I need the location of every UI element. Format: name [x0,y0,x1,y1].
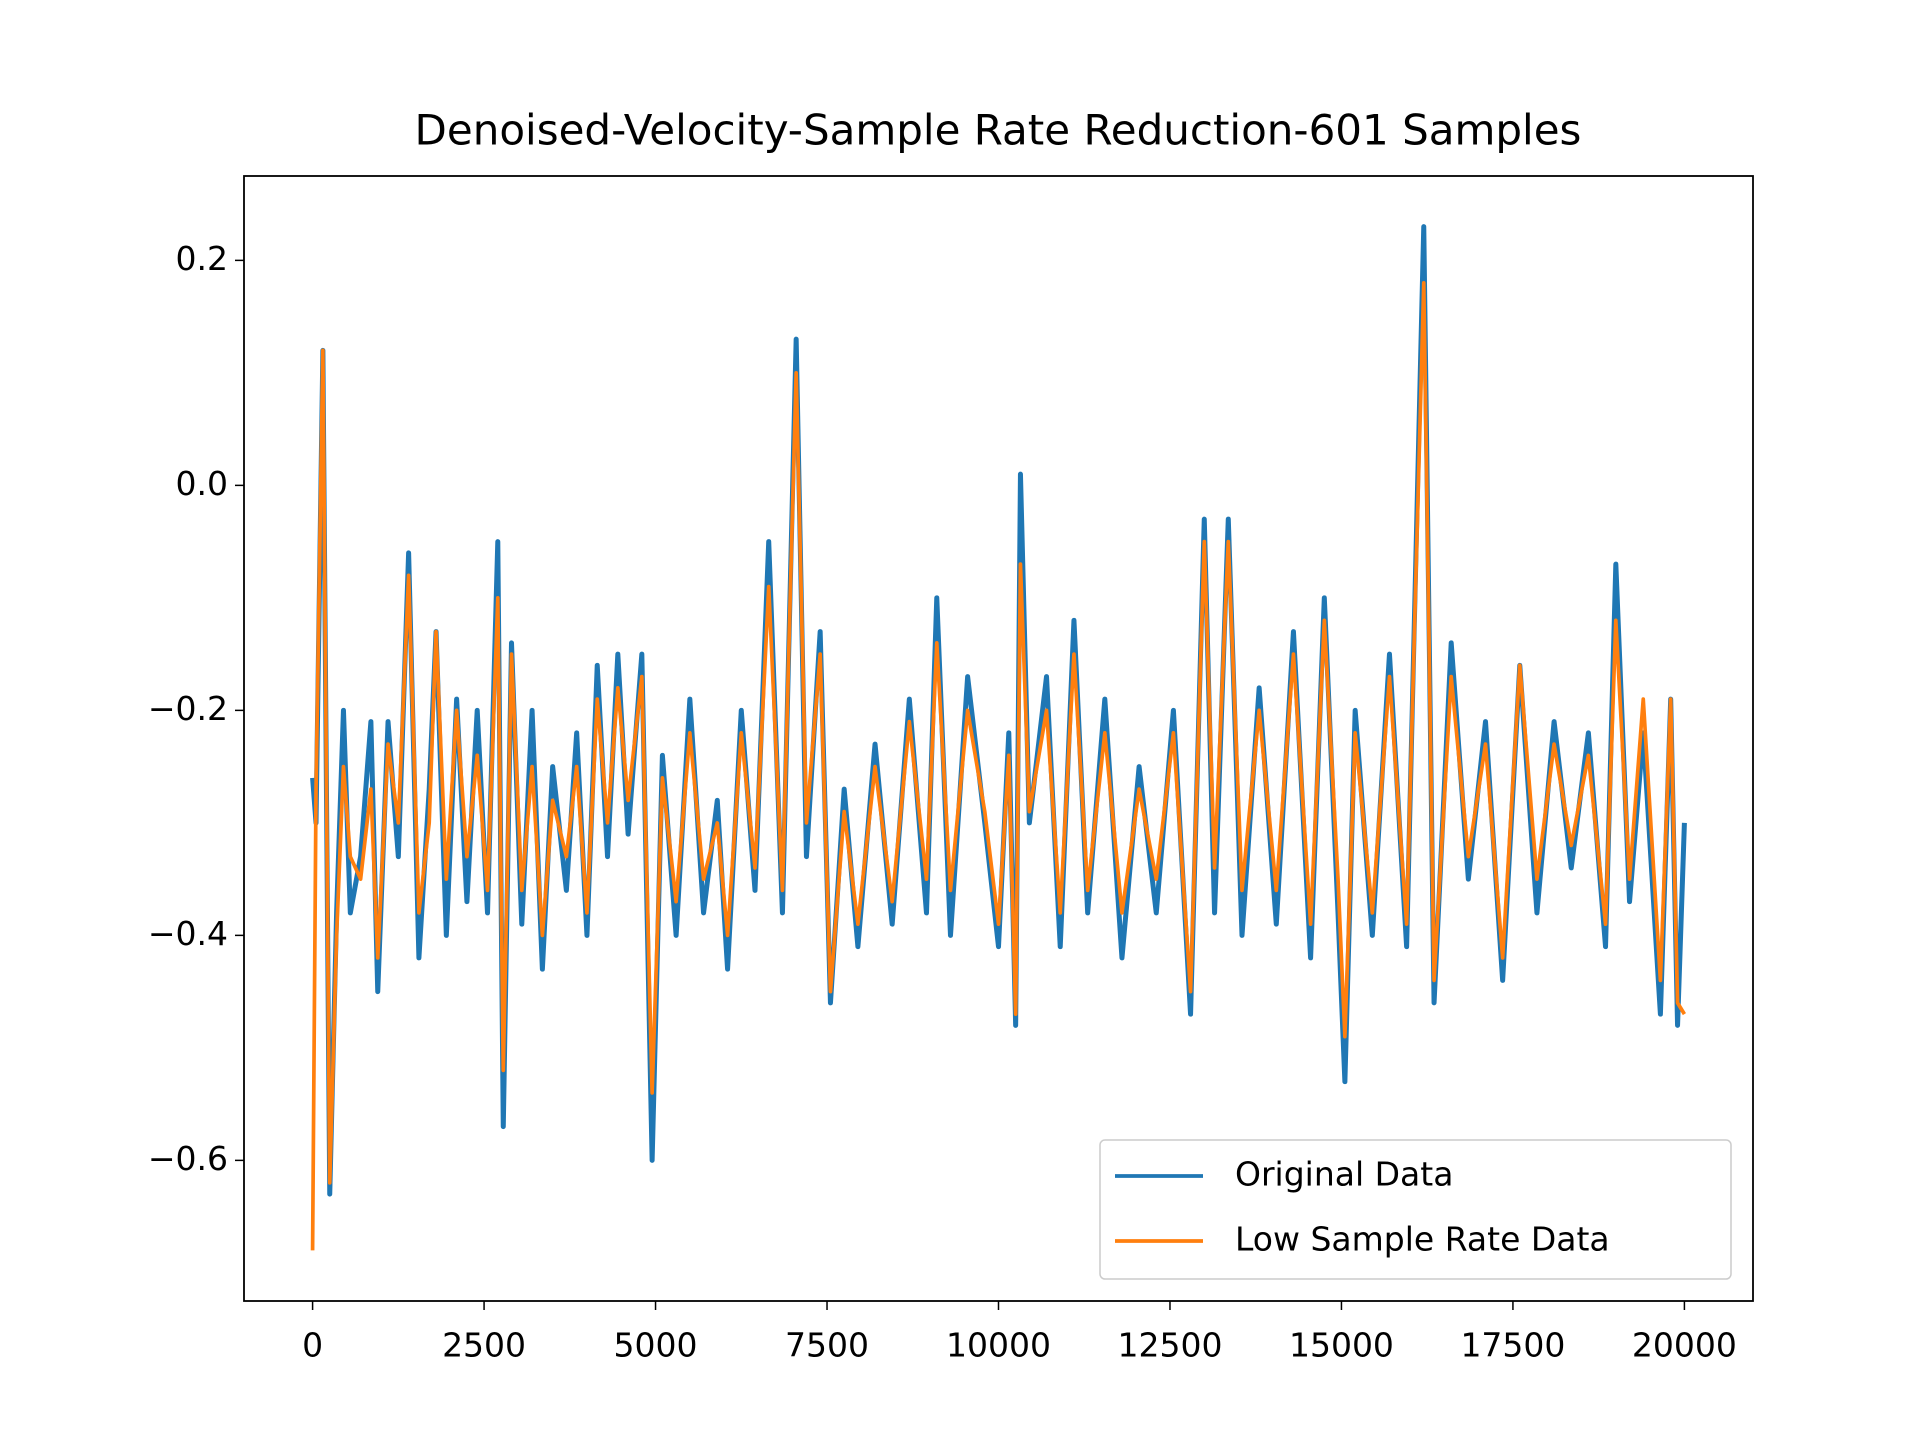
legend-label: Original Data [1235,1155,1453,1194]
x-tick-label: 15000 [1289,1326,1394,1365]
x-tick-label: 0 [302,1326,323,1365]
chart-title: Denoised-Velocity-Sample Rate Reduction-… [415,106,1582,155]
y-tick-label: −0.4 [148,914,228,953]
x-tick-label: 12500 [1117,1326,1222,1365]
y-tick-label: 0.2 [176,239,228,278]
x-tick-label: 10000 [946,1326,1051,1365]
y-tick-label: −0.6 [148,1139,228,1178]
data-line [310,281,1686,1251]
plot-frame [243,175,1754,1302]
x-tick-label: 17500 [1460,1326,1565,1365]
legend-box [1099,1139,1732,1280]
x-tick-label: 2500 [442,1326,526,1365]
y-tick-label: 0.0 [176,464,228,503]
x-tick-label: 5000 [614,1326,698,1365]
y-tick-label: −0.2 [148,689,228,728]
legend-label: Low Sample Rate Data [1235,1220,1610,1259]
x-tick-label: 20000 [1632,1326,1737,1365]
x-tick-label: 7500 [785,1326,869,1365]
